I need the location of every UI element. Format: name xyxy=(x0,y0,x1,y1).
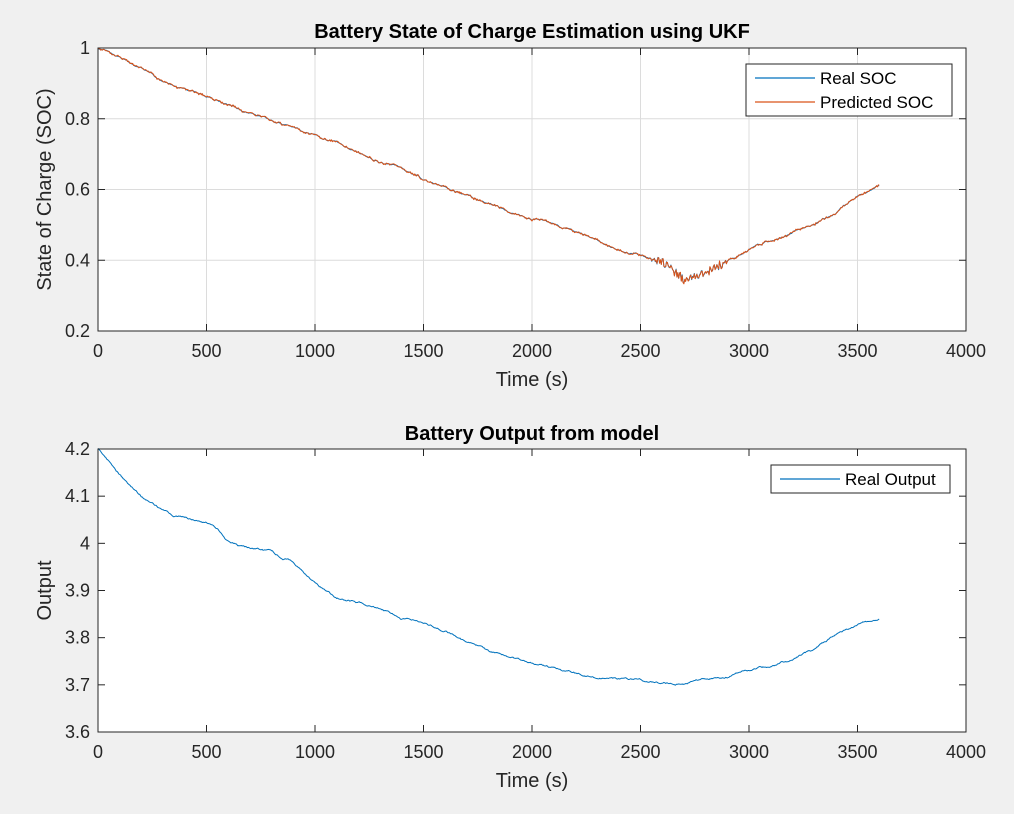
soc-x-tick-label: 2000 xyxy=(512,341,552,361)
output-chart: 0 500 1000 1500 2000 2500 3000 3500 4000 3.6 3.7 3.… xyxy=(34,423,986,792)
soc-legend-box xyxy=(745,63,953,117)
output-ticks: 0 500 1000 1500 2000 2500 3000 3500 4000 3.6 3.7 3.… xyxy=(65,439,986,762)
output-chart-title: Battery Output from model xyxy=(405,423,659,445)
output-x-tick-label: 0 xyxy=(93,742,103,762)
soc-y-tick-label: 0.2 xyxy=(65,321,90,341)
output-y-tick-label: 3.9 xyxy=(65,581,90,601)
soc-x-tick-label: 3000 xyxy=(729,341,769,361)
output-x-tick-label: 1000 xyxy=(295,742,335,762)
output-legend: Real Output xyxy=(770,464,951,494)
soc-chart-title: Battery State of Charge Estimation using… xyxy=(314,21,750,43)
output-plot-area xyxy=(98,449,966,732)
output-x-tick-label: 3500 xyxy=(837,742,877,762)
output-x-tick-label: 2000 xyxy=(512,742,552,762)
output-x-axis-label: Time (s) xyxy=(496,770,569,792)
output-y-axis-label: Output xyxy=(34,560,56,620)
output-x-tick-label: 4000 xyxy=(946,742,986,762)
soc-y-tick-label: 0.6 xyxy=(65,180,90,200)
output-x-tick-label: 2500 xyxy=(620,742,660,762)
output-series-real-output xyxy=(97,448,880,686)
soc-x-tick-label: 1500 xyxy=(403,341,443,361)
output-x-tick-label: 500 xyxy=(191,742,221,762)
output-legend-label-real: Real Output xyxy=(845,470,936,489)
soc-ticks: 0 500 1000 1500 2000 2500 3000 3500 4000 0.2 0.4 0.… xyxy=(65,38,986,361)
soc-y-tick-label: 0.4 xyxy=(65,250,90,270)
soc-y-tick-label: 0.8 xyxy=(65,109,90,129)
soc-chart: 0 500 1000 1500 2000 2500 3000 3500 4000 0.2 0.4 0.… xyxy=(34,21,986,391)
soc-lines xyxy=(97,47,880,285)
output-x-tick-label: 3000 xyxy=(729,742,769,762)
soc-x-tick-label: 1000 xyxy=(295,341,335,361)
soc-legend-label-real: Real SOC xyxy=(820,69,897,88)
output-y-tick-label: 3.8 xyxy=(65,628,90,648)
soc-x-tick-label: 3500 xyxy=(837,341,877,361)
soc-x-tick-label: 2500 xyxy=(620,341,660,361)
soc-legend: Real SOC Predicted SOC xyxy=(745,63,953,117)
soc-y-axis-label: State of Charge (SOC) xyxy=(34,88,56,290)
soc-legend-label-predicted: Predicted SOC xyxy=(820,93,933,112)
output-x-tick-label: 1500 xyxy=(403,742,443,762)
soc-x-tick-label: 500 xyxy=(191,341,221,361)
soc-series-predicted-soc xyxy=(97,48,880,285)
soc-x-tick-label: 4000 xyxy=(946,341,986,361)
output-lines xyxy=(97,448,880,686)
soc-x-tick-label: 0 xyxy=(93,341,103,361)
output-y-tick-label: 4 xyxy=(80,533,90,553)
soc-y-tick-label: 1 xyxy=(80,38,90,58)
output-y-tick-label: 4.2 xyxy=(65,439,90,459)
output-y-tick-label: 3.7 xyxy=(65,675,90,695)
output-y-tick-label: 4.1 xyxy=(65,486,90,506)
soc-x-axis-label: Time (s) xyxy=(496,369,569,391)
output-y-tick-label: 3.6 xyxy=(65,722,90,742)
